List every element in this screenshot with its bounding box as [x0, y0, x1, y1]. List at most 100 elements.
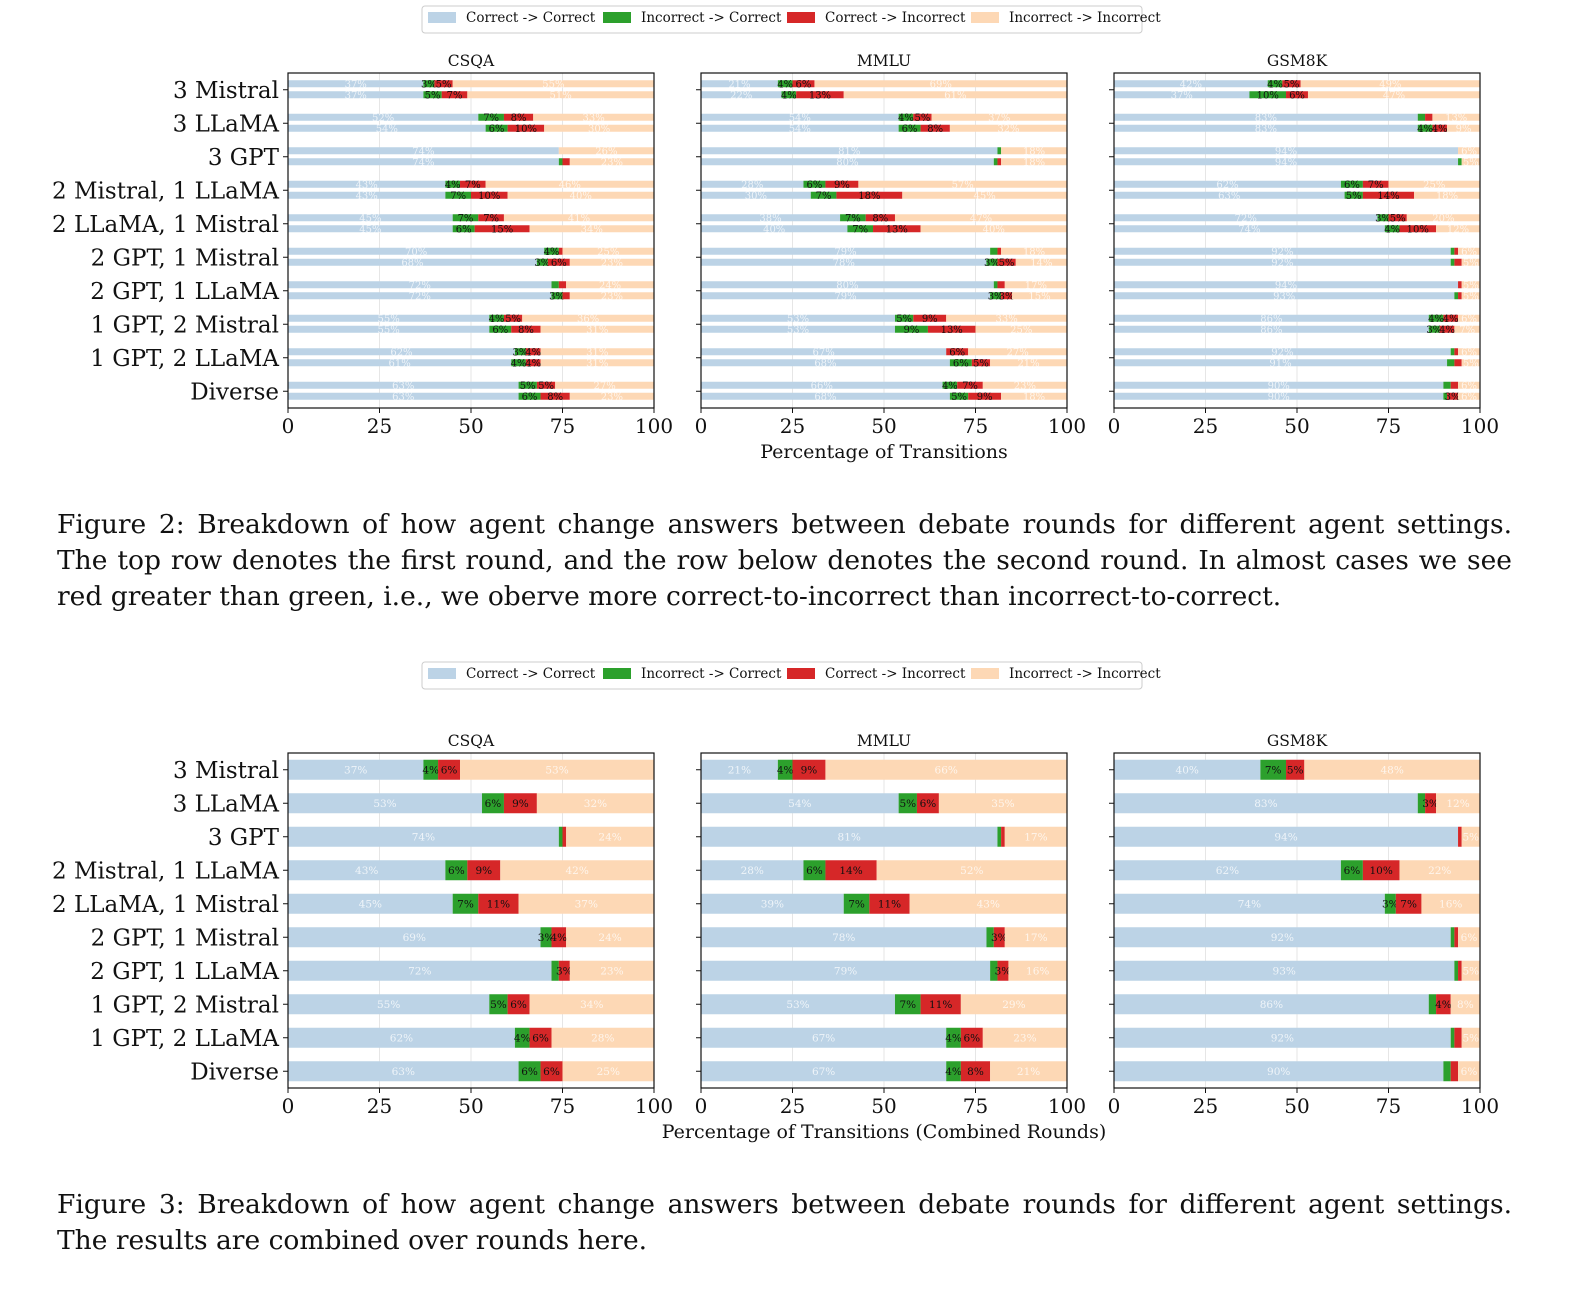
bar-segment-incorrect-correct — [445, 860, 468, 881]
data-label-incorrect-incorrect: 53% — [545, 765, 568, 777]
x-tick-label: 25 — [780, 1094, 805, 1118]
bar-segment-correct-incorrect — [1286, 759, 1305, 780]
data-label-incorrect-incorrect: 20% — [1432, 213, 1454, 224]
bar-segment-correct-correct — [701, 258, 987, 266]
data-label-correct-incorrect: 14% — [1377, 191, 1399, 202]
data-label-correct-correct: 78% — [832, 932, 855, 944]
data-label-correct-correct: 53% — [786, 999, 809, 1011]
data-label-correct-incorrect: 11% — [878, 899, 901, 911]
bar-segment-correct-incorrect — [825, 180, 859, 188]
bar-segment-incorrect-correct — [997, 147, 1002, 155]
x-tick-label: 25 — [367, 1094, 392, 1118]
data-label-incorrect-correct: 7% — [852, 224, 868, 235]
data-label-incorrect-incorrect: 26% — [595, 146, 617, 157]
data-label-correct-incorrect: 13% — [809, 90, 831, 101]
data-label-incorrect-incorrect: 9% — [1456, 124, 1472, 135]
panel-mmlu: MMLU 21% 4% 9% 66% 54% 5% 6% 35% 81% 17% 28% 6% 14% 52… — [695, 732, 1086, 1118]
bar-segment-correct-incorrect — [1454, 247, 1459, 255]
bar-segment-incorrect-correct — [898, 793, 917, 814]
data-label-incorrect-incorrect: 5% — [1463, 157, 1479, 168]
data-label-incorrect-incorrect: 40% — [570, 191, 592, 202]
data-label-incorrect-incorrect: 16% — [1439, 899, 1462, 911]
data-label-incorrect-correct: 4% — [544, 247, 560, 258]
bar-segment-incorrect-correct — [894, 994, 921, 1015]
bar-segment-incorrect-correct — [452, 225, 475, 233]
data-label-correct-correct: 53% — [787, 314, 809, 325]
bar-segment-correct-incorrect — [960, 1027, 983, 1048]
bar-segment-incorrect-correct — [1267, 80, 1283, 88]
data-label-incorrect-correct: 4% — [1428, 314, 1444, 325]
bar-segment-correct-correct — [701, 1027, 947, 1048]
bar-segment-correct-incorrect — [558, 960, 570, 981]
data-label-incorrect-correct: 3% — [1426, 325, 1442, 336]
bar-segment-incorrect-incorrect — [1004, 281, 1067, 289]
bar-segment-correct-incorrect — [551, 927, 567, 948]
category-label: 3 LLaMA — [173, 791, 280, 817]
data-label-correct-incorrect: 6% — [1289, 90, 1305, 101]
bar-segment-incorrect-correct — [540, 927, 552, 948]
x-axis-label: Percentage of Transitions — [760, 441, 1008, 463]
bar-segment-incorrect-incorrect — [982, 1027, 1067, 1048]
data-label-incorrect-incorrect: 6% — [1461, 392, 1477, 403]
bar-segment-correct-correct — [288, 759, 424, 780]
bar-segment-correct-incorrect — [1454, 258, 1462, 266]
bar-segment-correct-correct — [288, 225, 453, 233]
data-label-correct-incorrect: 4% — [525, 347, 541, 358]
x-tick-label: 100 — [635, 414, 673, 438]
bar-segment-incorrect-incorrect — [1461, 258, 1480, 266]
data-label-incorrect-correct: 7% — [1265, 765, 1282, 777]
bar-segment-incorrect-incorrect — [503, 214, 654, 222]
data-label-incorrect-incorrect: 23% — [1013, 1033, 1036, 1045]
bar-segment-correct-incorrect — [1286, 91, 1308, 99]
bar-segment-incorrect-incorrect — [566, 826, 654, 847]
bar-segment-correct-correct — [288, 960, 552, 981]
data-label-incorrect-incorrect: 6% — [1461, 1066, 1478, 1078]
bar-segment-incorrect-incorrect — [522, 314, 654, 322]
data-label-incorrect-correct: 7% — [848, 899, 865, 911]
bar-segment-correct-correct — [1114, 826, 1459, 847]
bar-segment-correct-incorrect — [434, 80, 453, 88]
bar-segment-correct-incorrect — [562, 292, 570, 300]
bar-segment-correct-incorrect — [946, 348, 969, 356]
data-label-correct-correct: 61% — [389, 358, 411, 369]
data-label-incorrect-correct: 4% — [1417, 124, 1433, 135]
data-label-correct-correct: 78% — [833, 258, 855, 269]
data-label-correct-incorrect: 7% — [483, 213, 499, 224]
data-label-incorrect-correct: 5% — [951, 392, 967, 403]
bar-segment-correct-correct — [1114, 91, 1250, 99]
bar-segment-incorrect-correct — [1428, 314, 1444, 322]
bar-segment-correct-incorrect — [503, 314, 523, 322]
bar-segment-incorrect-incorrect — [536, 793, 654, 814]
bar-segment-incorrect-incorrect — [949, 124, 1067, 132]
data-label-incorrect-correct: 4% — [1384, 224, 1400, 235]
bar-segment-incorrect-correct — [898, 124, 921, 132]
bar-segment-incorrect-correct — [452, 214, 479, 222]
data-label-correct-correct: 30% — [745, 191, 767, 202]
bar-segment-correct-incorrect — [558, 247, 563, 255]
bar-segment-correct-correct — [288, 292, 552, 300]
data-label-incorrect-correct: 3% — [538, 932, 555, 944]
data-label-correct-incorrect: 13% — [886, 224, 908, 235]
data-label-correct-correct: 86% — [1260, 314, 1282, 325]
bar-segment-incorrect-correct — [518, 1061, 541, 1082]
data-label-correct-correct: 74% — [412, 146, 434, 157]
data-label-incorrect-correct: 3% — [512, 347, 528, 358]
data-label-incorrect-incorrect: 5% — [1463, 966, 1480, 978]
data-label-correct-incorrect: 10% — [1407, 224, 1429, 235]
data-label-incorrect-correct: 6% — [456, 224, 472, 235]
bar-segment-incorrect-incorrect — [902, 191, 1067, 199]
data-label-correct-correct: 62% — [1216, 180, 1238, 191]
data-label-correct-incorrect: 3% — [995, 966, 1012, 978]
data-label-correct-correct: 74% — [1238, 899, 1261, 911]
category-label: 1 GPT, 2 Mistral — [91, 992, 279, 1018]
bar-segment-correct-correct — [288, 91, 424, 99]
x-tick-label: 50 — [1284, 1094, 1309, 1118]
category-label: 3 Mistral — [173, 758, 279, 784]
bar-segment-correct-incorrect — [1454, 1027, 1462, 1048]
data-label-incorrect-incorrect: 5% — [1463, 291, 1479, 302]
data-label-incorrect-correct: 9% — [904, 325, 920, 336]
bar-segment-incorrect-correct — [1417, 124, 1433, 132]
